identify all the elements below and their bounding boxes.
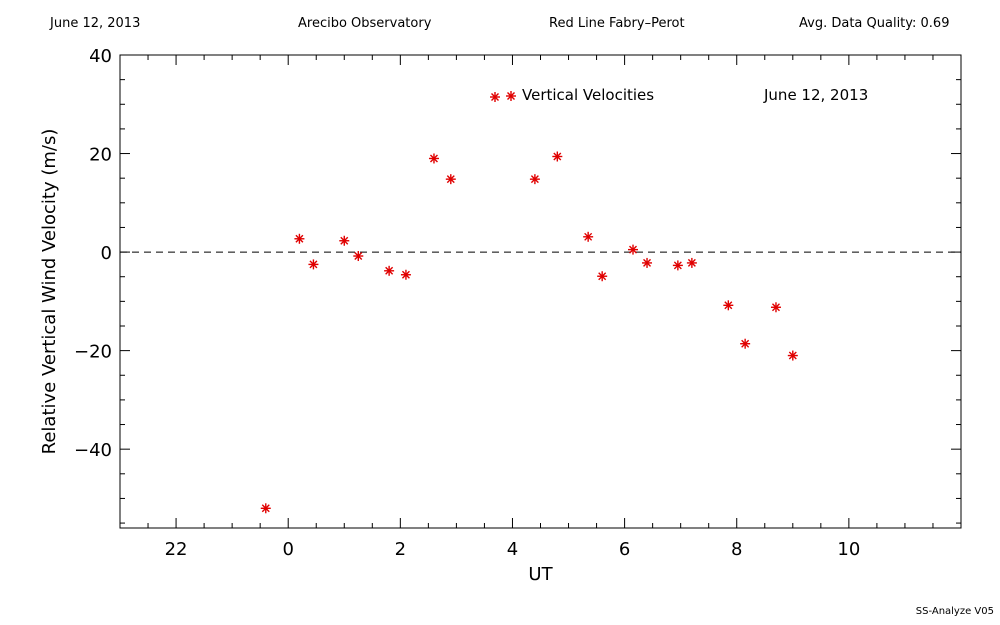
data-point [260, 503, 271, 514]
marker-stroke [598, 272, 607, 281]
marker-stroke [687, 258, 696, 267]
marker-stroke [385, 266, 394, 275]
marker-stroke [788, 351, 797, 360]
version-label: SS-Analyze V05 [915, 606, 994, 617]
data-point [642, 257, 653, 268]
data-point [400, 269, 411, 280]
data-point [723, 300, 734, 311]
y-tick-label: 0 [101, 243, 112, 264]
marker-stroke [295, 234, 304, 243]
data-point [529, 174, 540, 185]
header-quality: Avg. Data Quality: 0.69 [799, 16, 950, 31]
marker-stroke [309, 260, 318, 269]
x-tick-label: 22 [165, 539, 188, 560]
x-tick-label: 2 [395, 539, 406, 560]
marker-stroke [629, 245, 638, 254]
x-tick-label: 8 [731, 539, 742, 560]
data-point [672, 260, 683, 271]
y-axis-label: Relative Vertical Wind Velocity (m/s) [39, 129, 60, 455]
marker-stroke [724, 301, 733, 310]
data-point [339, 235, 350, 246]
data-point [445, 174, 456, 185]
legend-marker [490, 92, 500, 102]
data-point [770, 302, 781, 313]
marker-stroke [530, 175, 539, 184]
x-axis-label: UT [528, 564, 553, 585]
x-tick-label: 0 [282, 539, 293, 560]
data-point [686, 257, 697, 268]
data-point [552, 151, 563, 162]
marker-stroke [673, 261, 682, 270]
data-point [428, 153, 439, 164]
marker-stroke [553, 152, 562, 161]
legend-label: Vertical Velocities [522, 86, 654, 104]
marker-stroke [354, 252, 363, 261]
data-point [628, 244, 639, 255]
marker-stroke [261, 504, 270, 513]
chart-annotation-date: June 12, 2013 [763, 86, 868, 104]
marker-stroke [584, 232, 593, 241]
marker-stroke [429, 154, 438, 163]
header-date: June 12, 2013 [50, 16, 141, 31]
marker-stroke [491, 93, 499, 101]
x-tick-label: 6 [619, 539, 630, 560]
x-tick-label: 4 [507, 539, 518, 560]
data-point [740, 338, 751, 349]
plot-frame [119, 54, 962, 529]
marker-stroke [741, 339, 750, 348]
x-tick-label: 10 [837, 539, 860, 560]
marker-stroke [771, 303, 780, 312]
marker-stroke [340, 236, 349, 245]
data-point [294, 233, 305, 244]
data-point [308, 259, 319, 270]
header-instrument: Red Line Fabry–Perot [549, 16, 685, 31]
y-tick-label: −20 [74, 342, 112, 363]
data-point [353, 251, 364, 262]
marker-stroke [507, 92, 515, 100]
marker-stroke [446, 175, 455, 184]
y-tick-label: 40 [89, 46, 112, 67]
data-point [597, 271, 608, 282]
y-tick-label: 20 [89, 145, 112, 166]
y-tick-label: −40 [74, 440, 112, 461]
marker-stroke [401, 270, 410, 279]
data-point [583, 231, 594, 242]
data-point [384, 265, 395, 276]
header-observatory: Arecibo Observatory [298, 16, 432, 31]
legend-marker [506, 91, 516, 101]
marker-stroke [643, 258, 652, 267]
data-point [787, 350, 798, 361]
